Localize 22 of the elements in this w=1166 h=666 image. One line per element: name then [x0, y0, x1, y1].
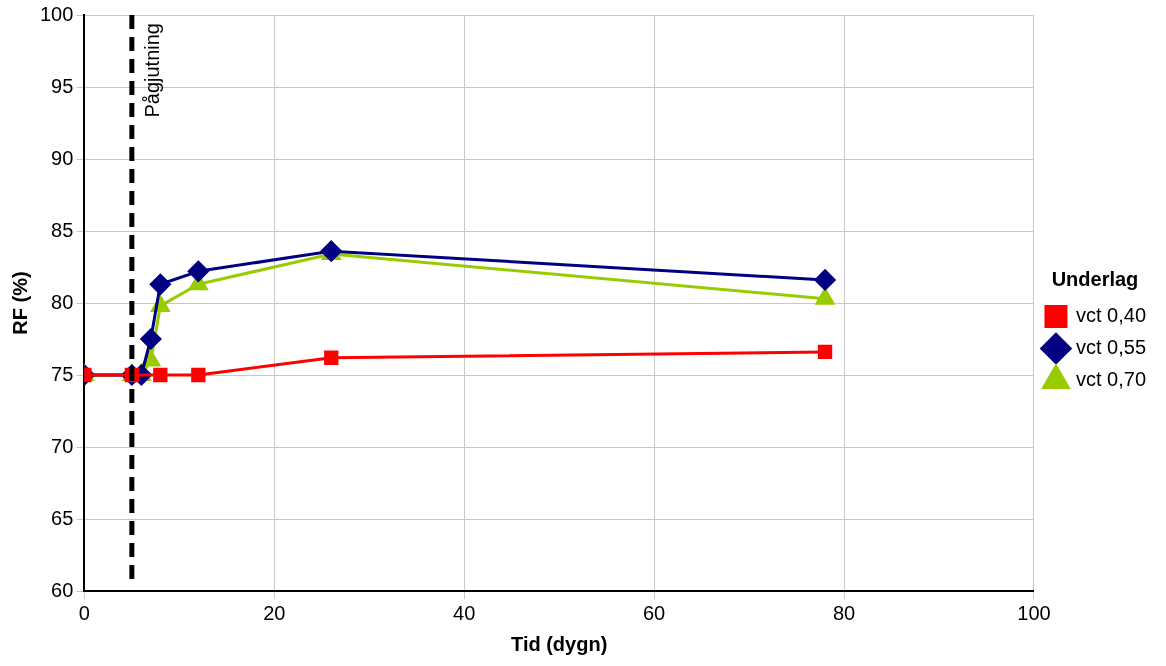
y-tick-label: 100 — [39, 2, 74, 25]
x-tick-label: 80 — [832, 601, 856, 624]
y-tick-label: 70 — [51, 434, 74, 457]
y-axis-title: RF (%) — [8, 271, 31, 335]
x-tick-label: 100 — [1017, 601, 1051, 624]
x-tick-label: 20 — [263, 601, 286, 624]
x-axis-title: Tid (dygn) — [511, 632, 608, 655]
legend-label: vct 0,70 — [1075, 368, 1147, 391]
y-tick-label: 90 — [51, 146, 74, 169]
y-tick-label: 80 — [51, 290, 74, 313]
legend-title: Underlag — [1051, 268, 1139, 291]
x-tick-label: 60 — [643, 601, 666, 624]
y-tick-label: 75 — [51, 362, 74, 385]
y-tick-label: 95 — [51, 74, 74, 97]
x-tick-label: 0 — [78, 601, 90, 624]
y-tick-label: 85 — [51, 218, 74, 241]
y-tick-label: 65 — [51, 506, 74, 529]
legend-label: vct 0,55 — [1075, 336, 1147, 359]
legend-label: vct 0,40 — [1075, 304, 1147, 327]
ref-line-label: Pågjutning — [141, 23, 164, 118]
x-tick-label: 40 — [453, 601, 476, 624]
y-tick-label: 60 — [51, 578, 74, 601]
